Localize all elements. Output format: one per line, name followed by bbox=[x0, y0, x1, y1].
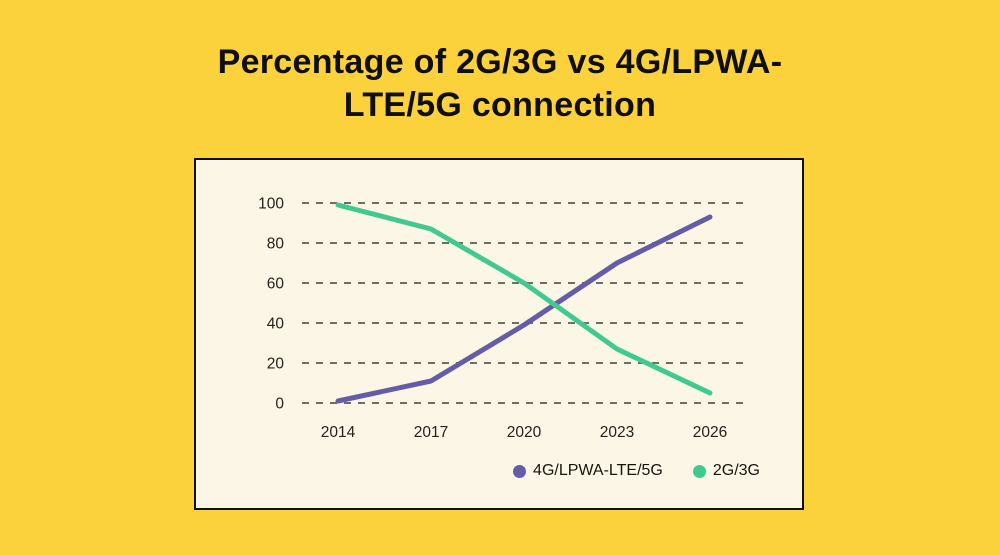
y-tick-label: 0 bbox=[275, 396, 284, 413]
y-tick-label: 20 bbox=[267, 356, 285, 373]
legend-dot-icon bbox=[692, 464, 706, 478]
y-tick-label: 60 bbox=[267, 276, 285, 293]
page-title-line-2: LTE/5G connection bbox=[343, 86, 657, 124]
chart-frame: 0 20 40 60 80 100 2014 2017 2020 2023 2026 4G/LPWA… bbox=[194, 158, 804, 510]
x-tick-label: 2026 bbox=[693, 424, 727, 441]
x-tick-label: 2014 bbox=[321, 424, 356, 441]
x-tick-label: 2017 bbox=[414, 424, 448, 441]
chart-legend: 4G/LPWA-LTE/5G 2G/3G bbox=[513, 462, 760, 480]
legend-dot-icon bbox=[513, 464, 527, 478]
legend-label: 4G/LPWA-LTE/5G bbox=[533, 462, 663, 479]
series-line-2g-3g bbox=[335, 202, 713, 396]
y-tick-label: 80 bbox=[267, 236, 285, 253]
legend-item-2g-3g: 2G/3G bbox=[692, 462, 760, 480]
series-line-4g-lpwa-lte-5g bbox=[335, 214, 713, 404]
y-tick-label: 40 bbox=[267, 316, 285, 333]
plot-svg: 0 20 40 60 80 100 2014 2017 2020 2023 2026 bbox=[258, 196, 747, 441]
y-tick-label: 100 bbox=[258, 196, 284, 213]
x-tick-label: 2023 bbox=[600, 424, 634, 441]
x-tick-label: 2020 bbox=[507, 424, 542, 441]
legend-label: 2G/3G bbox=[712, 462, 760, 479]
page-title: Percentage of 2G/3G vs 4G/LPWA- LTE/5G c… bbox=[0, 41, 1000, 127]
page-title-line-1: Percentage of 2G/3G vs 4G/LPWA- bbox=[217, 43, 783, 81]
legend-item-4g-lpwa-lte-5g: 4G/LPWA-LTE/5G bbox=[513, 462, 663, 480]
